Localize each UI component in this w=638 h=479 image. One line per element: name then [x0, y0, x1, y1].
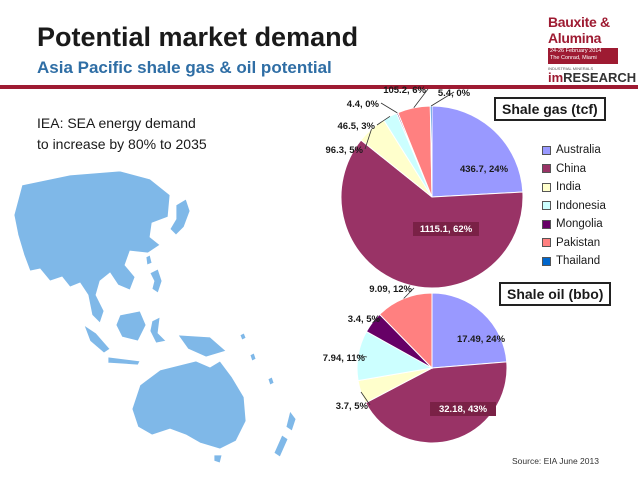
gas-slice-australia — [431, 105, 524, 198]
logo-date-band: 24-26 February 2014 The Conrad, Miami — [548, 48, 618, 64]
legend-swatch — [542, 164, 551, 174]
gas-leader-line — [413, 88, 429, 109]
page-subtitle: Asia Pacific shale gas & oil potential — [37, 58, 332, 77]
map-borneo — [115, 310, 147, 342]
gas-data-label-australia: 436.7, 24% — [460, 164, 509, 175]
logo-research: imRESEARCH — [548, 70, 636, 85]
gas-leader-line — [430, 91, 455, 107]
page-title: Potential market demand — [37, 22, 359, 52]
oil-data-label-pakistan: 9.09, 12% — [369, 284, 412, 295]
legend-item-indonesia: Indonesia — [542, 197, 606, 216]
oil-slice-pakistan — [378, 292, 433, 370]
oil-leader-line — [372, 317, 383, 323]
legend-swatch — [542, 201, 551, 211]
gas-data-label-indonesia: 46.5, 3% — [338, 121, 376, 132]
logo-date: 24-26 February 2014 — [550, 48, 602, 54]
logo-research-word: RESEARCH — [563, 70, 637, 85]
oil-data-label-india: 3.7, 5% — [336, 401, 369, 412]
legend-label: Australia — [556, 144, 601, 157]
map-pacific-islands — [239, 332, 275, 386]
legend-swatch — [542, 238, 551, 248]
gas-leader-line — [380, 102, 398, 114]
legend-item-china: China — [542, 160, 606, 179]
map-australia — [131, 360, 247, 450]
legend-item-india: India — [542, 178, 606, 197]
map-mainland-asia — [13, 170, 171, 324]
title-divider — [0, 85, 638, 89]
gas-leader-line — [364, 128, 372, 150]
gas-data-label-thailand: 5.4, 0% — [438, 88, 471, 99]
logo-small-text: INDUSTRIAL MINERALS — [548, 66, 594, 71]
legend-swatch — [542, 182, 551, 192]
legend-swatch — [542, 219, 551, 229]
legend-item-australia: Australia — [542, 141, 606, 160]
logo-line-2: Alumina — [548, 30, 602, 46]
oil-leader-line — [358, 355, 368, 358]
legend-item-thailand: Thailand — [542, 252, 606, 271]
map-new-zealand — [273, 410, 297, 458]
logo-line-1: Bauxite & — [548, 14, 610, 30]
legend-label: Mongolia — [556, 218, 603, 231]
map-tasmania — [213, 454, 223, 464]
oil-data-label-australia: 17.49, 24% — [457, 334, 506, 345]
gas-data-label-pakistan: 105.2, 6% — [383, 85, 426, 96]
gas-leader-line — [376, 115, 391, 126]
map-java — [107, 356, 141, 366]
map-japan — [169, 198, 191, 236]
oil-leader-line — [360, 391, 371, 406]
oil-leader-line — [403, 287, 415, 299]
map-taiwan — [145, 254, 153, 266]
legend-label: India — [556, 181, 581, 194]
gas-data-label-china: 1115.1, 62% — [420, 224, 473, 235]
event-logo: Bauxite & Alumina 24-26 February 2014 Th… — [540, 10, 636, 85]
legend-swatch — [542, 145, 551, 155]
legend-item-mongolia: Mongolia — [542, 215, 606, 234]
map-philippines — [149, 268, 163, 294]
logo-venue: The Conrad, Miami — [550, 55, 597, 61]
legend-label: Indonesia — [556, 199, 606, 212]
gas-data-label-box — [413, 222, 479, 236]
legend-label: Pakistan — [556, 236, 601, 249]
legend-label: Thailand — [556, 255, 601, 268]
source-note: Source: EIA June 2013 — [512, 456, 599, 466]
oil-data-label-mongolia: 3.4, 5% — [348, 314, 381, 325]
iea-note: IEA: SEA energy demand to increase by 80… — [37, 113, 207, 155]
gas-data-label-mongolia: 4.4, 0% — [347, 99, 380, 110]
oil-data-label-indonesia: 7.94, 11% — [323, 353, 366, 364]
asia-pacific-map — [13, 170, 297, 464]
oil-data-label-china: 32.18, 43% — [439, 404, 488, 415]
iea-note-line-1: IEA: SEA energy demand — [37, 115, 196, 131]
legend-swatch — [542, 256, 551, 266]
map-sumatra — [83, 323, 111, 354]
legend-label: China — [556, 162, 587, 175]
gas-data-label-india: 96.3, 5% — [326, 145, 364, 156]
oil-slice-australia — [431, 292, 508, 369]
logo-research-prefix: im — [548, 70, 564, 85]
gas-slice-china — [340, 139, 524, 289]
legend-item-pakistan: Pakistan — [542, 234, 606, 253]
oil-data-label-box — [430, 402, 496, 416]
shale-oil-chart-title: Shale oil (bbo) — [499, 282, 612, 306]
map-sulawesi — [149, 316, 167, 344]
chart-legend: Australia China India Indonesia Mongolia… — [542, 141, 606, 271]
iea-note-line-2: to increase by 80% to 2035 — [37, 136, 207, 152]
map-new-guinea — [177, 334, 227, 358]
shale-gas-chart-title: Shale gas (tcf) — [494, 97, 606, 121]
